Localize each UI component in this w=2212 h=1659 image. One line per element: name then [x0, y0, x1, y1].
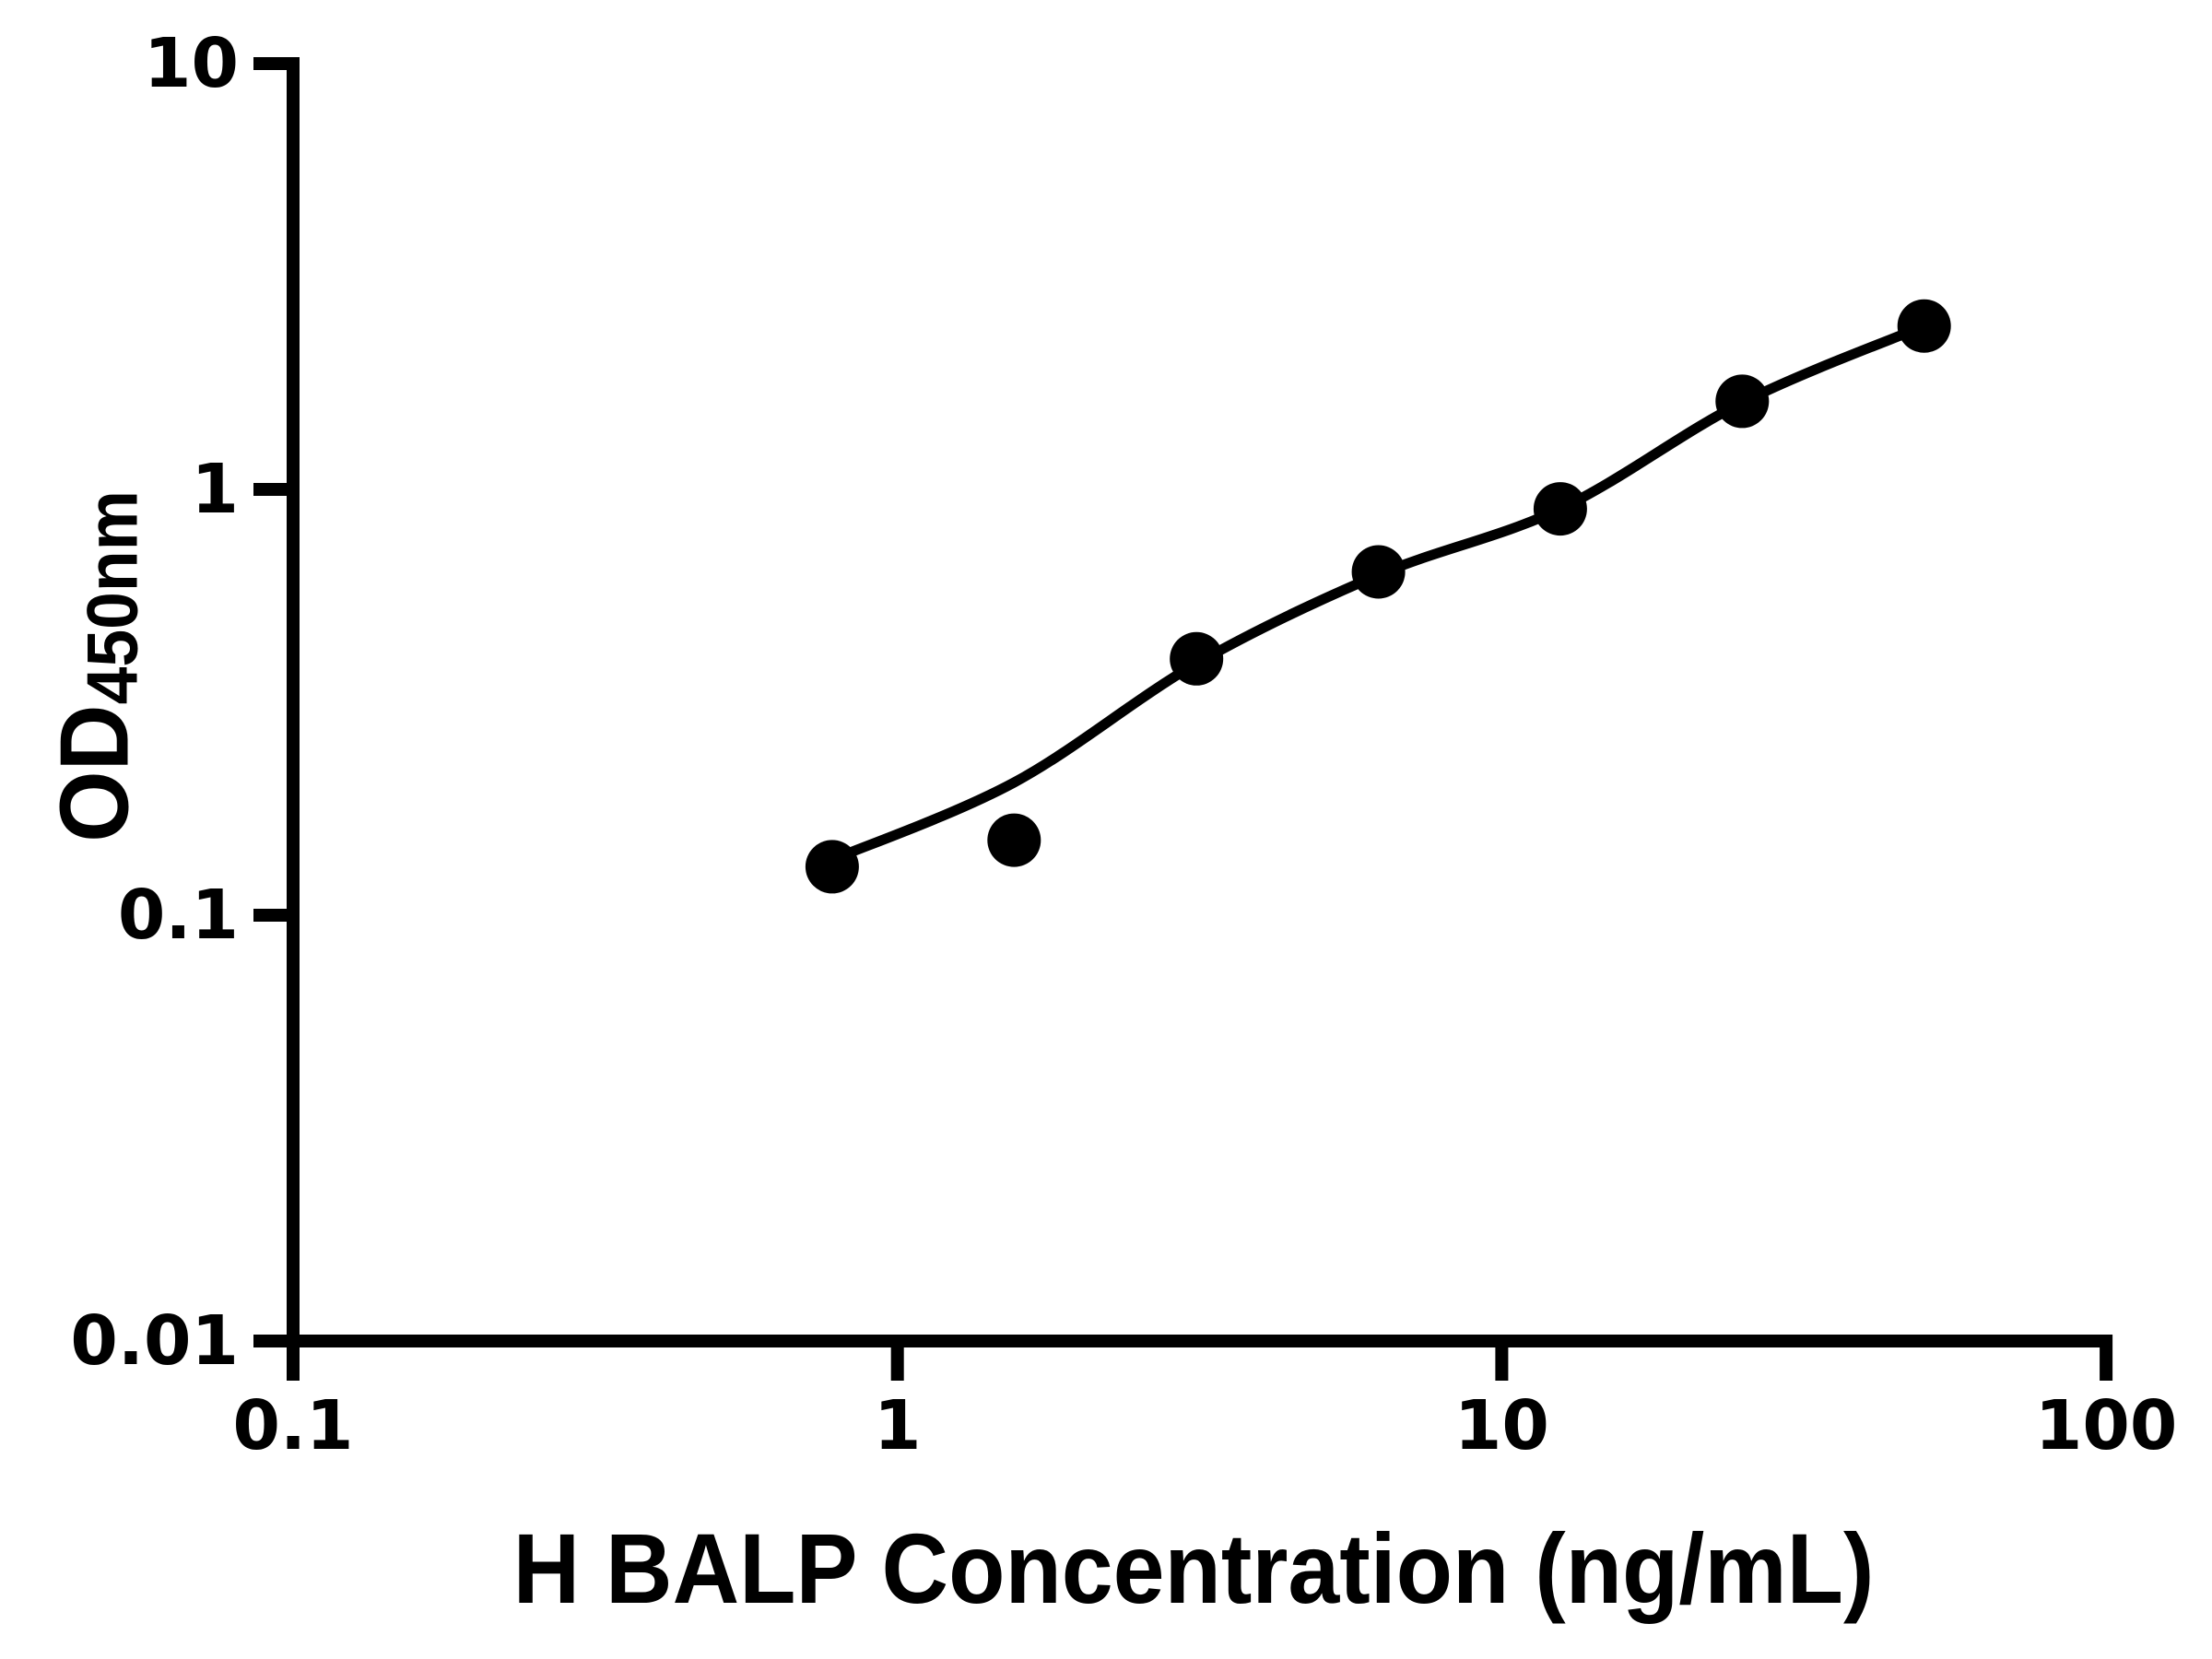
- y-tick-mark: [253, 57, 287, 70]
- x-tick-mark: [1495, 1347, 1509, 1381]
- data-point: [805, 840, 859, 894]
- x-tick-mark: [890, 1347, 904, 1381]
- data-point: [1170, 631, 1224, 686]
- y-axis-line: [287, 57, 300, 1347]
- x-axis-title: H BALP Concentration (ng/mL): [512, 1512, 1875, 1624]
- x-tick-label-0.1: 0.1: [232, 1386, 354, 1465]
- y-axis-title: OD450nm: [40, 490, 152, 842]
- data-point: [1351, 545, 1406, 599]
- y-tick-mark: [253, 483, 287, 496]
- x-axis-line: [287, 1335, 2113, 1347]
- y-tick-label-10: 10: [144, 24, 239, 103]
- y-axis-title-main: OD: [40, 704, 149, 842]
- x-tick-label-10: 10: [1453, 1386, 1549, 1465]
- y-tick-mark: [253, 909, 287, 922]
- y-axis-title-subscript: 450nm: [71, 490, 153, 705]
- y-tick-label-0.1: 0.1: [117, 876, 239, 955]
- data-point: [1897, 299, 1951, 353]
- x-tick-mark: [2100, 1347, 2113, 1381]
- y-tick-label-0.01: 0.01: [70, 1301, 239, 1381]
- data-point: [987, 813, 1041, 867]
- x-tick-label-1: 1: [873, 1386, 922, 1465]
- x-tick-mark: [287, 1347, 300, 1381]
- y-tick-label-1: 1: [191, 450, 240, 529]
- y-tick-mark: [253, 1335, 287, 1347]
- x-tick-label-100: 100: [2034, 1386, 2178, 1465]
- data-point: [1533, 482, 1587, 536]
- data-point: [1715, 374, 1770, 429]
